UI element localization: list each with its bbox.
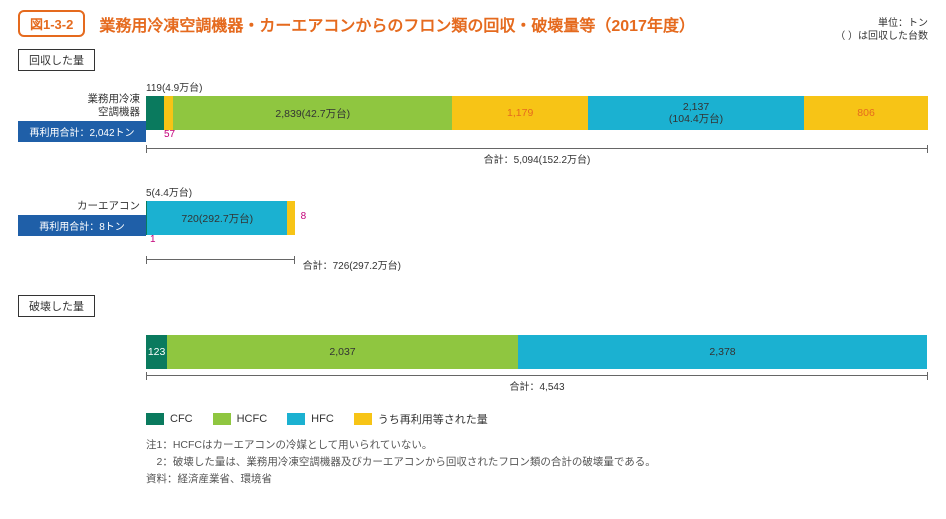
row-car-labels: カーエアコン 再利用合計：8トン — [18, 184, 146, 236]
row1-bar: 2,839(42.7万台)1,1792,137(104.4万台)806 — [146, 96, 928, 130]
bar-row1-seg-5: 806 — [804, 96, 928, 130]
legend-label-1: HCFC — [237, 413, 268, 425]
row-commercial: 業務用冷凍 空調機器 再利用合計：2,042トン 119(4.9万台) 2,83… — [18, 79, 928, 164]
bar-row1-seg-1 — [164, 96, 173, 130]
row2-reuse-badge: 再利用合計：8トン — [18, 215, 146, 236]
section-label-recovered: 回収した量 — [18, 49, 95, 71]
bar-row1-seg-0 — [146, 96, 164, 130]
legend-swatch-1 — [213, 413, 231, 425]
row1-reuse-badge: 再利用合計：2,042トン — [18, 121, 146, 142]
row2-bar: 720(292.7万台) — [146, 201, 295, 235]
bar-row1-seg-4: 2,137(104.4万台) — [588, 96, 804, 130]
row-commercial-labels: 業務用冷凍 空調機器 再利用合計：2,042トン — [18, 79, 146, 142]
row1-cat-line1: 業務用冷凍 — [88, 93, 141, 105]
row3-chart: 1232,0372,378 合計：4,543 — [146, 335, 928, 391]
footer-notes: 注1：HCFCはカーエアコンの冷媒として用いられていない。 2：破壊した量は、業… — [146, 437, 928, 487]
legend-item-2: HFC — [287, 413, 334, 425]
row-destroyed: 1232,0372,378 合計：4,543 — [18, 335, 928, 391]
legend-swatch-2 — [287, 413, 305, 425]
row2-cat-line1: カーエアコン — [77, 200, 140, 212]
note-source: 資料：経済産業省、環境省 — [146, 471, 928, 488]
row2-bottom-note: 1 — [150, 234, 156, 245]
row1-top-note: 119(4.9万台) — [146, 79, 928, 94]
row3-spacer — [18, 335, 146, 349]
note-1: 注1：HCFCはカーエアコンの冷媒として用いられていない。 — [146, 437, 928, 454]
row1-total: 合計：5,094(152.2万台) — [480, 151, 595, 166]
legend-item-3: うち再利用等された量 — [354, 411, 488, 427]
legend-item-0: CFC — [146, 413, 193, 425]
row1-cat-line2: 空調機器 — [98, 106, 140, 118]
row2-axis — [146, 259, 295, 275]
bar-row1-seg-2: 2,839(42.7万台) — [173, 96, 452, 130]
row3-axis: 合計：4,543 — [146, 375, 928, 391]
bar-row2-seg-3 — [287, 201, 294, 235]
row1-chart: 119(4.9万台) 2,839(42.7万台)1,1792,137(104.4… — [146, 79, 928, 164]
legend-label-3: うち再利用等された量 — [378, 411, 488, 427]
bar-row3-seg-2: 2,378 — [518, 335, 927, 369]
section-destroyed: 破壊した量 1232,0372,378 合計：4,543 — [18, 295, 928, 391]
legend-label-0: CFC — [170, 413, 193, 425]
figure-title: 業務用冷凍空調機器・カーエアコンからのフロン類の回収・破壊量等（2017年度） — [99, 12, 695, 36]
figure-number-box: 図1-3-2 — [18, 10, 85, 37]
row1-bottom-note: 57 — [164, 129, 175, 140]
legend-label-2: HFC — [311, 413, 334, 425]
bar-row3-seg-0: 123 — [146, 335, 167, 369]
note-2: 2：破壊した量は、業務用冷凍空調機器及びカーエアコンから回収されたフロン類の合計… — [146, 454, 928, 471]
row2-total: 合計：726(297.2万台) — [303, 257, 401, 272]
row2-top-note: 5(4.4万台) — [146, 184, 928, 199]
legend-swatch-3 — [354, 413, 372, 425]
bar-row1-seg-3: 1,179 — [452, 96, 587, 130]
legend: CFC HCFC HFC うち再利用等された量 — [146, 411, 928, 427]
section-recovered: 回収した量 業務用冷凍 空調機器 再利用合計：2,042トン 119(4.9万台… — [18, 49, 928, 275]
legend-swatch-0 — [146, 413, 164, 425]
row2-right-note: 8 — [301, 211, 307, 222]
row-car-aircon: カーエアコン 再利用合計：8トン 5(4.4万台) 720(292.7万台) 8… — [18, 184, 928, 275]
bar-row3-seg-1: 2,037 — [167, 335, 518, 369]
legend-item-1: HCFC — [213, 413, 268, 425]
bar-row2-seg-2: 720(292.7万台) — [147, 201, 287, 235]
row3-total: 合計：4,543 — [505, 378, 568, 393]
row1-axis: 合計：5,094(152.2万台) — [146, 148, 928, 164]
row3-bar: 1232,0372,378 — [146, 335, 928, 369]
row2-chart: 5(4.4万台) 720(292.7万台) 8 1 合計：726(297.2万台… — [146, 184, 928, 275]
section-label-destroyed: 破壊した量 — [18, 295, 95, 317]
